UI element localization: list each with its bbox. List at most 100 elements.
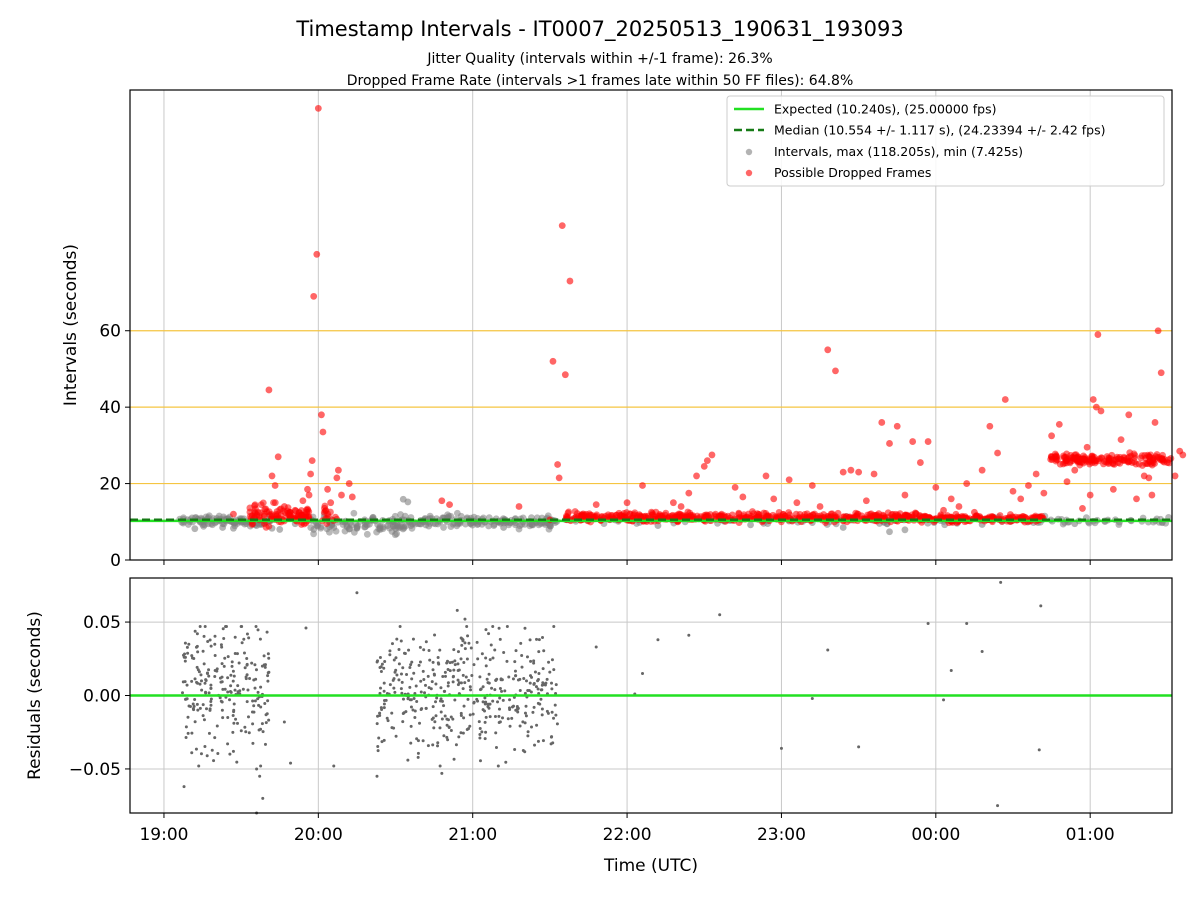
dropped-frame-point [307,470,315,478]
dropped-frame-point [955,503,963,510]
residual-point [452,648,456,652]
dropped-frame-point [947,495,955,503]
residual-point [497,720,501,724]
residual-point [385,716,389,720]
residual-point [426,674,430,678]
residuals-y-axis-label: Residuals (seconds) [25,611,45,780]
residual-point [514,649,518,653]
chart-subtitle-dropped: Dropped Frame Rate (intervals >1 frames … [347,73,854,89]
residuals-points [180,580,1043,815]
interval-point [901,526,909,534]
residual-point [382,666,386,670]
residual-point [251,699,255,703]
residual-point [536,739,540,743]
residual-point [460,643,464,647]
dropped-frame-point [1163,459,1171,466]
residual-point [183,652,187,656]
residual-point [445,723,449,727]
residual-point [213,675,217,678]
residual-point [469,646,473,650]
residual-point [207,674,211,678]
residual-point [547,660,551,664]
residual-point [394,734,398,738]
residual-point [496,700,500,704]
residual-point [433,633,437,637]
residual-point [190,679,194,683]
dropped-frame-point [1179,451,1187,459]
residual-point [532,661,536,665]
residual-point [243,666,247,670]
residual-point [266,671,270,675]
intervals-y-tick-label: 40 [99,398,121,418]
dropped-frame-point [704,511,711,519]
residual-point [433,720,437,724]
residual-point [222,664,226,668]
residual-point [207,691,211,695]
residual-point [201,703,205,707]
residual-point [511,677,515,681]
residual-point [505,659,509,663]
residual-point [263,663,267,667]
legend-intervals-label: Intervals, max (118.205s), min (7.425s) [774,144,1023,159]
residual-point [207,731,211,735]
residual-point [243,725,247,729]
residual-point [242,651,246,655]
residual-point [250,661,254,665]
dropped-frame-point [555,474,563,482]
residual-point [530,725,534,729]
intervals-y-tick-label: 60 [99,322,121,342]
residual-point [552,668,556,672]
residual-point [486,705,490,709]
residual-point [375,774,379,778]
residual-point [200,688,204,692]
residual-point [481,685,485,689]
residual-point [552,624,556,628]
residual-point [206,672,210,676]
dropped-frame-point [270,499,277,506]
dropped-frame-point [230,510,237,518]
residual-point [260,664,264,668]
residual-point [440,771,444,775]
residual-point [441,675,445,679]
dropped-frame-point [1154,327,1162,335]
residual-point [468,724,472,728]
dropped-frame-point [631,509,639,517]
residual-point [190,731,194,735]
residual-point [197,764,201,768]
residual-point [488,702,492,706]
interval-point [417,520,425,528]
residual-point [1037,748,1041,752]
residual-point [266,652,270,656]
residual-point [229,673,233,677]
residual-point [386,719,390,723]
residual-point [464,675,468,679]
residual-point [244,730,248,734]
time-x-tick-label: 20:00 [294,825,343,845]
residual-point [252,704,256,708]
residual-point [520,654,524,658]
dropped-frame-point [592,501,600,508]
dropped-frame-point [1032,470,1040,478]
residual-point [216,751,220,755]
interval-point [353,524,361,532]
residual-point [457,681,461,685]
residual-point [209,703,213,707]
residual-point [259,705,263,709]
residual-point [488,658,492,662]
dropped-frame-point [1097,407,1105,415]
dropped-frame-point [1131,452,1139,459]
interval-point [839,524,847,531]
residual-point [184,725,188,729]
residual-point [456,650,460,654]
residual-point [513,669,517,673]
residual-point [204,679,208,683]
interval-point [886,528,893,536]
dropped-frame-point [847,466,855,474]
residual-point [231,713,235,717]
dropped-frame-point [932,483,940,491]
residual-point [218,696,222,700]
residual-point [500,689,504,693]
residual-point [191,707,195,711]
residual-point [541,739,545,743]
